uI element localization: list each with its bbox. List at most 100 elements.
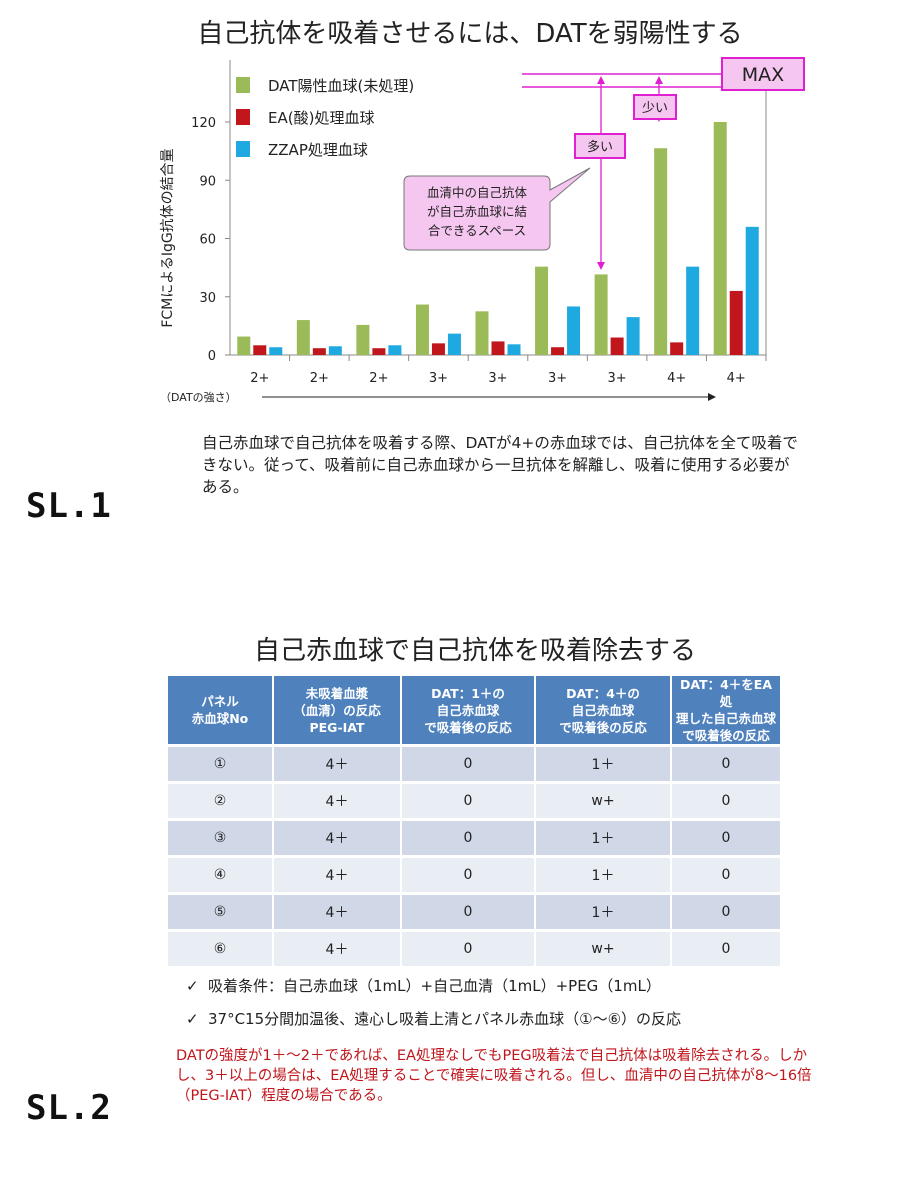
max-annotation: MAX <box>522 57 805 91</box>
table-cell: 4＋ <box>273 781 402 820</box>
little-label: 少い <box>642 101 668 116</box>
header-unadsorbed: 未吸着血漿 （血清）の反応 PEG-IAT <box>273 676 402 746</box>
check-icon: ✓ <box>186 1010 199 1028</box>
table-cell: 0 <box>671 929 780 966</box>
x-tick-label: 2+ <box>250 371 269 386</box>
bar-series-0-6 <box>594 274 608 355</box>
y-tick-label: 90 <box>199 174 216 189</box>
condition-bullets: ✓ 吸着条件：自己赤血球（1mL）+自己血清（1mL）+PEG（1mL） ✓ 3… <box>186 970 681 1036</box>
bar-series-1-0 <box>253 345 267 355</box>
little-annotation: 少い <box>633 76 677 122</box>
legend-label-2: ZZAP処理血球 <box>268 141 368 159</box>
bar-series-2-6 <box>626 317 640 355</box>
legend-swatch-0 <box>236 77 250 93</box>
bullet-item: ✓ 吸着条件：自己赤血球（1mL）+自己血清（1mL）+PEG（1mL） <box>186 970 681 1003</box>
table-cell: 0 <box>671 818 780 857</box>
legend-label-1: EA(酸)処理血球 <box>268 109 374 127</box>
table-row: ① 4＋ 0 1＋ 0 <box>168 744 780 783</box>
many-annotation: 多い <box>574 76 626 270</box>
table-cell: 4＋ <box>273 929 402 966</box>
table-cell: 4＋ <box>273 892 402 931</box>
bar-series-2-5 <box>567 306 581 355</box>
callout-bubble: 血清中の自己抗体 が自己赤血球に結 合できるスペース <box>403 167 591 251</box>
table-cell: ④ <box>168 855 274 894</box>
bar-series-0-3 <box>415 304 429 355</box>
bar-series-0-1 <box>296 320 310 355</box>
x-tick-label: 4+ <box>667 371 686 386</box>
bar-series-2-1 <box>328 346 342 355</box>
x-tick-label: 2+ <box>369 371 388 386</box>
callout-line-3: 合できるスペース <box>428 223 526 238</box>
callout-line-2: が自己赤血球に結 <box>427 204 527 219</box>
slide-label-sl2: SL.2 <box>26 1088 112 1128</box>
sl1-caption: 自己赤血球で自己抗体を吸着する際、DATが4+の赤血球では、自己抗体を全て吸着で… <box>202 434 798 496</box>
table-cell: 0 <box>671 744 780 783</box>
table-row: ⑤ 4＋ 0 1＋ 0 <box>168 892 780 931</box>
table-cell: 0 <box>401 855 536 894</box>
bar-chart: 自己抗体を吸着させるには、DATを弱陽性する 0 30 60 90 120 2+ 2+ 2+… <box>160 19 805 404</box>
bullet-text: 吸着条件：自己赤血球（1mL）+自己血清（1mL）+PEG（1mL） <box>208 977 661 995</box>
x-tick-label: 3+ <box>608 371 627 386</box>
table-cell: 1＋ <box>535 744 672 783</box>
y-axis-label: FCMによるIgG抗体の結合量 <box>160 148 176 327</box>
table-cell: w+ <box>535 929 672 966</box>
table-cell: ⑤ <box>168 892 274 931</box>
table-cell: ② <box>168 781 274 820</box>
table-cell: 1＋ <box>535 892 672 931</box>
bar-series-2-4 <box>507 344 521 355</box>
x-axis-label: （DATの強さ） <box>160 391 237 404</box>
table-row: ⑥ 4＋ 0 w+ 0 <box>168 929 780 966</box>
table-cell: 4＋ <box>273 744 402 783</box>
bar-series-1-8 <box>729 290 743 355</box>
table-row: ③ 4＋ 0 1＋ 0 <box>168 818 780 857</box>
table-cell: 0 <box>671 781 780 820</box>
table-cell: 4＋ <box>273 818 402 857</box>
table-cell: 0 <box>401 892 536 931</box>
table-header-row: パネル 赤血球No 未吸着血漿 （血清）の反応 PEG-IAT DAT：1＋の 自己赤血… <box>168 676 780 746</box>
bar-series-2-8 <box>745 226 759 355</box>
y-tick-label: 60 <box>199 233 216 248</box>
legend-swatch-1 <box>236 109 250 125</box>
y-tick-label: 120 <box>191 116 216 131</box>
bar-series-1-5 <box>551 347 565 355</box>
sl1-title: 自己抗体を吸着させるには、DATを弱陽性する <box>197 19 742 49</box>
bar-series-2-2 <box>388 345 402 355</box>
bullet-text: 37°C15分間加温後、遠心し吸着上清とパネル赤血球（①～⑥）の反応 <box>208 1010 682 1028</box>
legend-label-0: DAT陽性血球(未処理) <box>268 77 414 95</box>
x-tick-label: 3+ <box>548 371 567 386</box>
bar-series-1-6 <box>610 337 624 355</box>
x-tick-label: 3+ <box>429 371 448 386</box>
x-tick-label: 3+ <box>488 371 507 386</box>
check-icon: ✓ <box>186 977 199 995</box>
x-tick-label: 2+ <box>310 371 329 386</box>
bullet-item: ✓ 37°C15分間加温後、遠心し吸着上清とパネル赤血球（①～⑥）の反応 <box>186 1003 681 1036</box>
max-label: MAX <box>742 64 784 86</box>
bar-series-1-7 <box>670 342 684 355</box>
table-cell: 0 <box>401 818 536 857</box>
bar-series-2-3 <box>447 333 461 355</box>
table-row: ② 4＋ 0 w+ 0 <box>168 781 780 820</box>
table-cell: 0 <box>401 781 536 820</box>
table-cell: 0 <box>671 892 780 931</box>
bar-series-0-4 <box>475 311 489 355</box>
table-cell: 0 <box>401 929 536 966</box>
table-cell: 1＋ <box>535 818 672 857</box>
sl2-title: 自己赤血球で自己抗体を吸着除去する <box>253 636 696 666</box>
x-axis-arrow <box>262 393 716 401</box>
bar-series-1-4 <box>491 341 505 355</box>
header-dat4: DAT：4＋の 自己赤血球 で吸着後の反応 <box>535 676 672 746</box>
bar-series-1-3 <box>431 343 445 355</box>
bar-series-1-1 <box>312 348 326 355</box>
sl2-note: DATの強度が1＋～2＋であれば、EA処理なしでもPEG吸着法で自己抗体は吸着除… <box>176 1048 812 1104</box>
table-row: ④ 4＋ 0 1＋ 0 <box>168 855 780 894</box>
slide-label-sl1: SL.1 <box>26 486 112 526</box>
table-cell: 0 <box>671 855 780 894</box>
y-tick-label: 30 <box>199 291 216 306</box>
bar-series-2-0 <box>269 347 283 355</box>
bar-series-0-0 <box>237 336 251 355</box>
table-cell: ① <box>168 744 274 783</box>
table-cell: 4＋ <box>273 855 402 894</box>
table-cell: w+ <box>535 781 672 820</box>
callout-line-1: 血清中の自己抗体 <box>427 185 528 200</box>
bar-series-0-7 <box>654 148 668 355</box>
